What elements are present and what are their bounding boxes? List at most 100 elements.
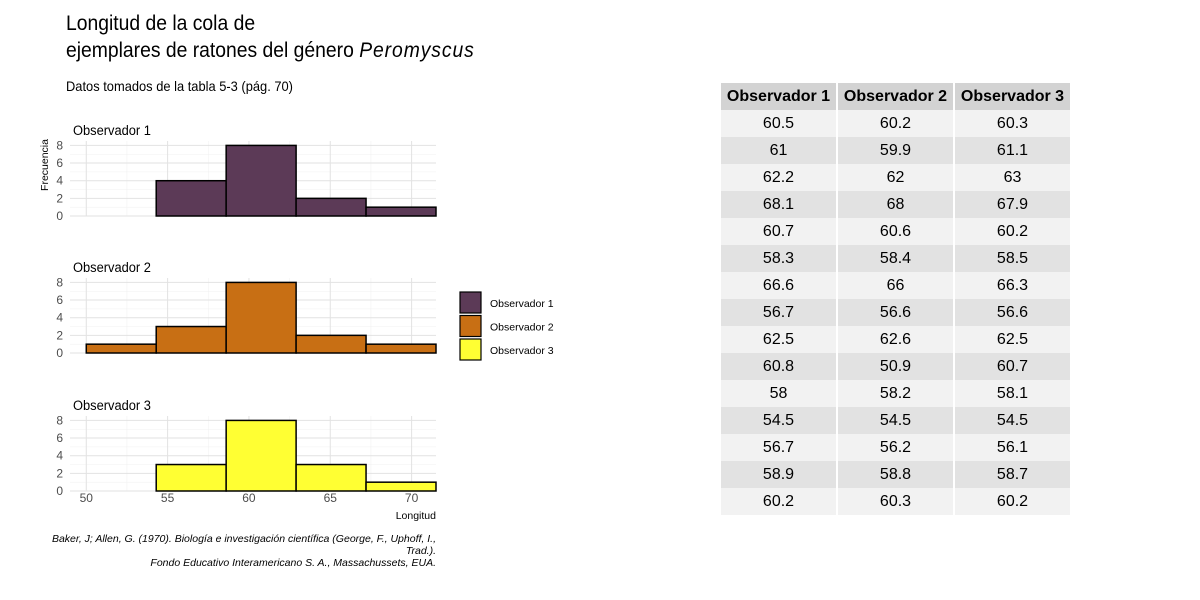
histogram-bar — [295, 334, 367, 354]
y-tick-label: 8 — [56, 275, 63, 289]
table-cell: 66.3 — [955, 272, 1070, 299]
histogram-bar — [365, 206, 437, 217]
histogram-bar — [365, 481, 437, 492]
legend-label: Observador 1 — [490, 298, 554, 310]
table-cell: 58.2 — [838, 380, 953, 407]
y-tick-label: 2 — [56, 191, 63, 205]
y-tick-label: 0 — [56, 209, 63, 223]
table-cell: 58.8 — [838, 461, 953, 488]
legend-swatch — [459, 291, 482, 314]
table-cell: 68.1 — [721, 191, 836, 218]
table-cell: 60.3 — [955, 110, 1070, 137]
histogram-bar — [225, 281, 297, 354]
table-header-cell: Observador 1 — [721, 83, 836, 110]
table-cell: 60.7 — [955, 353, 1070, 380]
table-cell: 56.2 — [838, 434, 953, 461]
table-cell: 58 — [721, 380, 836, 407]
data-table-container: Observador 1 Observador 2 Observador 3 60.… — [721, 83, 1072, 515]
legend-label: Observador 2 — [490, 322, 554, 334]
y-tick-label: 6 — [56, 293, 63, 307]
histogram-bar — [225, 144, 297, 217]
table-header-row: Observador 1 Observador 2 Observador 3 — [721, 83, 1070, 110]
x-tick-label: 70 — [405, 491, 419, 505]
table-cell: 62.5 — [955, 326, 1070, 353]
table-cell: 58.3 — [721, 245, 836, 272]
table-header-cell: Observador 2 — [838, 83, 953, 110]
histogram-bar — [155, 463, 227, 492]
table-cell: 62.6 — [838, 326, 953, 353]
source-caption: Baker, J; Allen, G. (1970). Biología e i… — [20, 533, 436, 569]
legend-swatch — [459, 314, 482, 338]
y-tick-label: 6 — [56, 156, 63, 170]
table-cell: 54.5 — [721, 407, 836, 434]
caption-line-1: Baker, J; Allen, G. (1970). Biología e i… — [51, 533, 436, 557]
facet-title: Observador 3 — [73, 398, 151, 414]
table-cell: 60.2 — [955, 488, 1070, 515]
table-row: 60.2 60.3 60.2 — [721, 488, 1070, 515]
y-axis-label: Frecuencia — [39, 139, 51, 191]
table-cell: 60.5 — [721, 110, 836, 137]
table-cell: 67.9 — [955, 191, 1070, 218]
y-tick-label: 0 — [56, 346, 63, 360]
title-line-2-text: ejemplares de ratones del género — [66, 39, 360, 62]
x-axis-label: Longitud — [396, 510, 436, 522]
table-cell: 58.5 — [955, 245, 1070, 272]
table-cell: 60.6 — [838, 218, 953, 245]
chart-subtitle: Datos tomados de la tabla 5-3 (pág. 70) — [66, 78, 293, 94]
table-cell: 62 — [838, 164, 953, 191]
y-tick-label: 4 — [56, 449, 63, 463]
histogram-bar — [155, 325, 227, 354]
table-row: 58 58.2 58.1 — [721, 380, 1070, 407]
histogram-chart: Observador 1 0 2 4 6 8 Observador 2 0 2 4 6 8 Observ… — [39, 123, 554, 522]
table-cell: 56.1 — [955, 434, 1070, 461]
title-line-1: Longitud de la cola de — [66, 12, 256, 35]
table-cell: 56.6 — [838, 299, 953, 326]
histogram-bar — [295, 463, 367, 492]
table-cell: 66.6 — [721, 272, 836, 299]
table-row: 56.7 56.2 56.1 — [721, 434, 1070, 461]
table-cell: 60.2 — [955, 218, 1070, 245]
table-cell: 56.7 — [721, 299, 836, 326]
table-row: 62.5 62.6 62.5 — [721, 326, 1070, 353]
title-line-2: ejemplares de ratones del género Peromys… — [66, 37, 475, 64]
table-cell: 61.1 — [955, 137, 1070, 164]
table-cell: 56.6 — [955, 299, 1070, 326]
table-row: 54.5 54.5 54.5 — [721, 407, 1070, 434]
table-row: 60.5 60.2 60.3 — [721, 110, 1070, 137]
y-tick-label: 8 — [56, 138, 63, 152]
table-cell: 54.5 — [838, 407, 953, 434]
caption-line-2: Fondo Educativo Interamericano S. A., Ma… — [150, 557, 436, 569]
table-cell: 58.1 — [955, 380, 1070, 407]
y-tick-label: 2 — [56, 328, 63, 342]
histogram-bar — [295, 197, 367, 217]
table-cell: 61 — [721, 137, 836, 164]
table-cell: 66 — [838, 272, 953, 299]
table-cell: 56.7 — [721, 434, 836, 461]
table-row: 68.1 68 67.9 — [721, 191, 1070, 218]
table-row: 60.7 60.6 60.2 — [721, 218, 1070, 245]
y-tick-label: 4 — [56, 174, 63, 188]
chart-title: Longitud de la cola de ejemplares de rat… — [66, 10, 475, 64]
histogram-bar — [155, 179, 227, 217]
table-cell: 58.4 — [838, 245, 953, 272]
x-tick-label: 50 — [80, 491, 94, 505]
x-tick-label: 60 — [242, 491, 256, 505]
table-cell: 60.3 — [838, 488, 953, 515]
facet-title: Observador 1 — [73, 123, 151, 139]
table-cell: 62.5 — [721, 326, 836, 353]
data-table: Observador 1 Observador 2 Observador 3 60.… — [719, 83, 1072, 515]
table-cell: 60.8 — [721, 353, 836, 380]
table-cell: 59.9 — [838, 137, 953, 164]
y-tick-label: 4 — [56, 311, 63, 325]
legend-swatch — [459, 338, 482, 361]
x-tick-label: 65 — [324, 491, 338, 505]
table-cell: 58.9 — [721, 461, 836, 488]
x-tick-label: 55 — [161, 491, 175, 505]
table-cell: 68 — [838, 191, 953, 218]
table-cell: 50.9 — [838, 353, 953, 380]
y-tick-label: 0 — [56, 484, 63, 498]
table-cell: 62.2 — [721, 164, 836, 191]
y-tick-label: 6 — [56, 431, 63, 445]
table-row: 60.8 50.9 60.7 — [721, 353, 1070, 380]
table-cell: 60.7 — [721, 218, 836, 245]
